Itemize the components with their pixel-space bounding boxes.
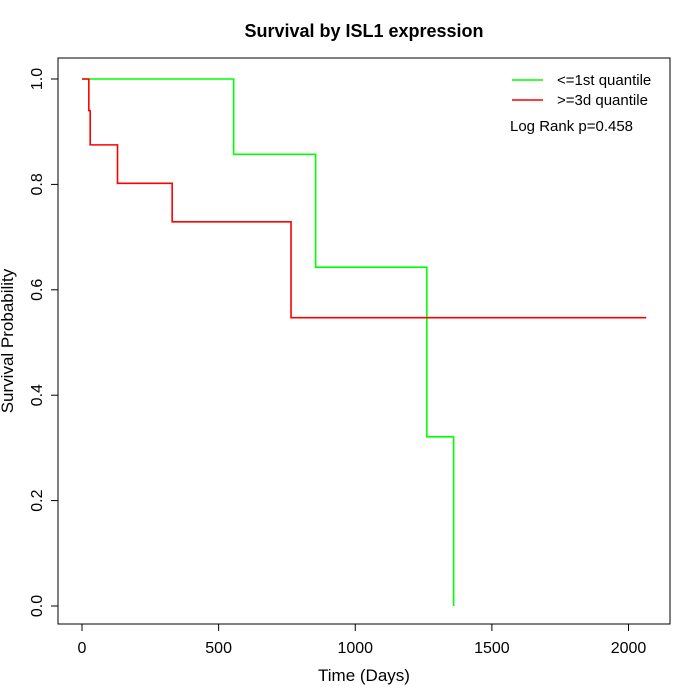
y-tick-label: 0.8 [29,173,46,195]
series-line-2 [82,78,647,319]
x-tick-label: 1500 [474,640,510,657]
series-layer [82,78,647,606]
x-tick-label: 500 [205,640,232,657]
x-tick-label: 1000 [337,640,373,657]
y-tick-label: 1.0 [29,68,46,90]
legend-label: <=1st quantile [557,72,651,89]
y-tick-label: 0.0 [29,595,46,617]
series-line-1 [82,78,455,606]
x-axis: 0 500 1000 1500 2000 [78,623,647,657]
legend-label: >=3d quantile [557,92,648,109]
y-axis: 0.0 0.2 0.4 0.6 0.8 1.0 [29,68,59,617]
y-tick-label: 0.4 [29,384,46,406]
plot-frame [57,57,671,625]
chart-title: Survival by ISL1 expression [244,21,483,41]
x-tick-label: 0 [78,640,87,657]
log-rank-annotation: Log Rank p=0.458 [510,118,633,135]
x-axis-label: Time (Days) [318,666,410,685]
legend: <=1st quantile >=3d quantile [512,72,651,109]
x-tick-label: 2000 [611,640,647,657]
y-tick-label: 0.2 [29,489,46,511]
y-axis-label: Survival Probability [0,268,17,413]
y-tick-label: 0.6 [29,279,46,301]
